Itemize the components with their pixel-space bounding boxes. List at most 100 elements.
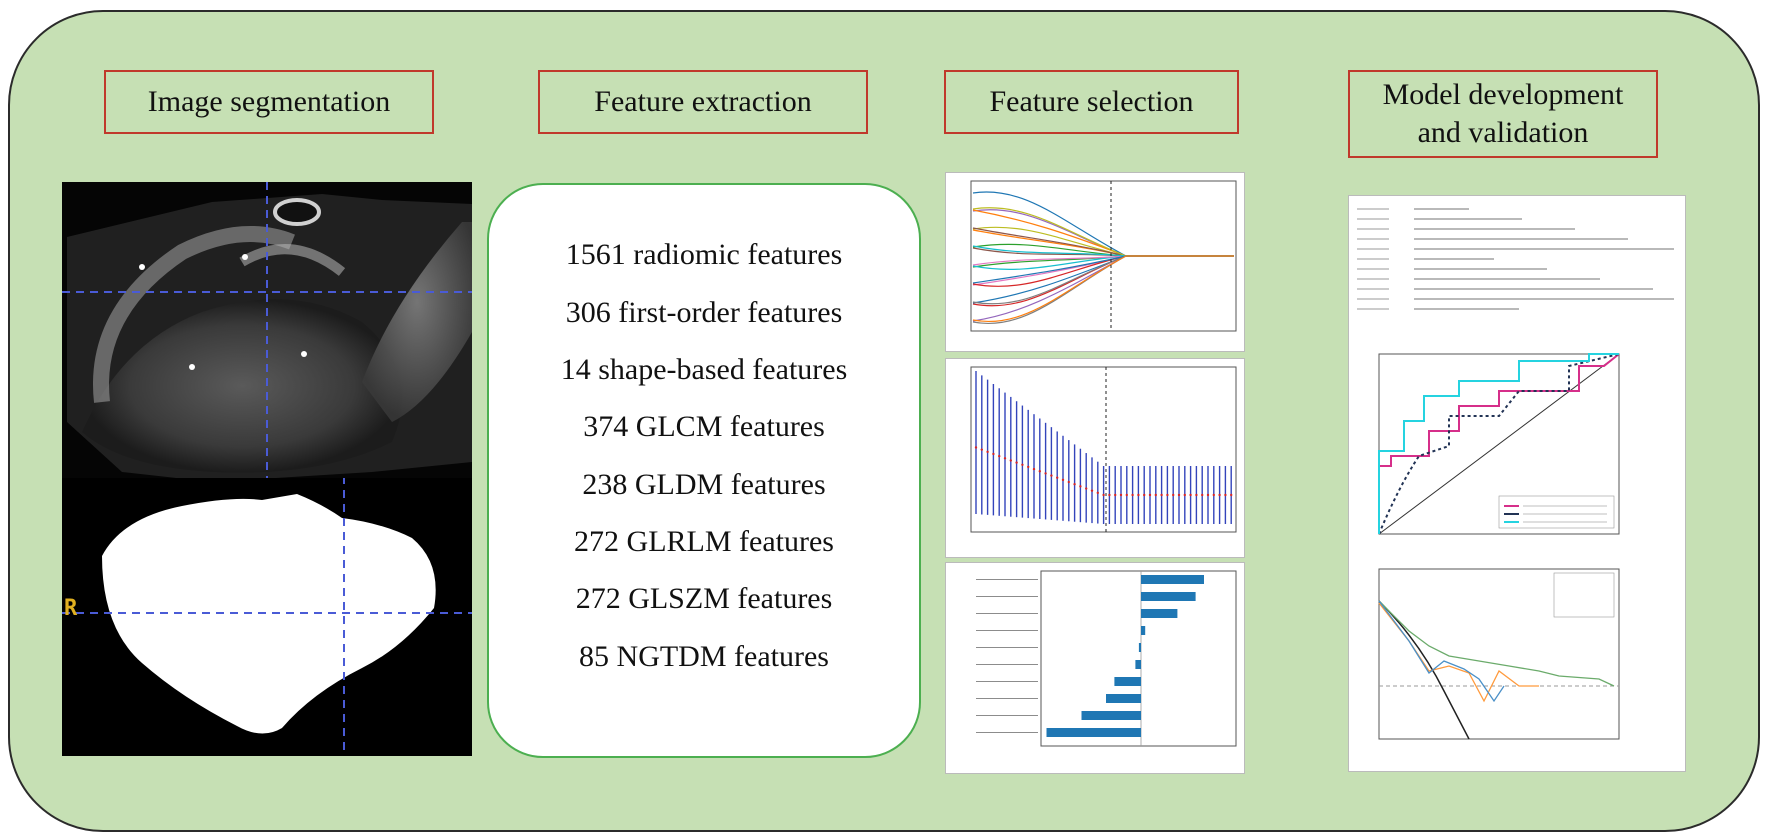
cv-mean-point — [1230, 493, 1233, 497]
cv-mean-point — [1096, 491, 1099, 495]
coef-bar — [1138, 643, 1141, 652]
lasso-axes — [970, 180, 1237, 332]
feature-count-glcm: 374 GLCM features — [583, 410, 825, 443]
cv-mean-point — [1038, 470, 1041, 473]
cv-mean-point — [1119, 493, 1123, 497]
cv-mean-point — [1056, 476, 1059, 479]
cv-mean-point — [1183, 493, 1186, 497]
cv-mean-point — [1143, 493, 1146, 497]
cv-mean-point — [1125, 493, 1128, 497]
cv-mean-point — [1021, 463, 1024, 466]
mask-r-marker: R — [64, 596, 78, 621]
cv-mean-point — [1073, 483, 1076, 486]
coef-bar — [1141, 626, 1146, 635]
feature-count-ngtdm: 85 NGTDM features — [579, 640, 829, 673]
lasso-path-thumbnail — [945, 172, 1245, 352]
cv-mean-point — [1189, 493, 1192, 497]
coef-bar — [1046, 728, 1141, 737]
lasso-path-line — [972, 255, 1234, 305]
roc-legend — [1498, 495, 1615, 529]
cv-mean-point — [986, 450, 989, 454]
coef-bar — [1141, 592, 1196, 601]
cv-mean-point — [1172, 493, 1175, 497]
cv-mean-point — [1009, 459, 1012, 462]
lasso-path-line — [972, 209, 1234, 257]
cv-error-thumbnail — [945, 358, 1245, 558]
dca-curve-combined — [1378, 600, 1505, 703]
cv-mean-point — [1085, 487, 1088, 490]
roc-curve-clinical — [1378, 353, 1620, 534]
cv-mean-point — [1090, 489, 1094, 492]
cv-mean-point — [1131, 493, 1134, 497]
lasso-path-line — [972, 209, 1234, 257]
cv-mean-point — [1201, 493, 1204, 497]
cv-mean-point — [1050, 474, 1053, 477]
cv-mean-point — [1044, 472, 1047, 475]
coef-bar — [1141, 575, 1204, 584]
lasso-path-line — [972, 227, 1234, 257]
lasso-path-line — [972, 245, 1234, 257]
feature-count-radiomic: 1561 radiomic features — [565, 238, 843, 271]
segmentation-mask: R — [62, 478, 472, 756]
cv-mean-point — [1154, 493, 1157, 497]
lasso-path-line — [972, 255, 1234, 266]
lasso-path-line — [972, 255, 1234, 284]
feature-count-first-order: 306 first-order features — [565, 296, 843, 329]
header-image-segmentation-text: Image segmentation — [147, 85, 391, 118]
cv-mean-point — [1003, 457, 1007, 460]
cv-mean-point — [1177, 493, 1181, 497]
model-figure-column — [1348, 195, 1686, 772]
cv-mean-point — [1015, 461, 1018, 464]
cv-mean-point — [1108, 493, 1111, 497]
cv-mean-point — [980, 448, 983, 451]
header-image-segmentation: Image segmentation — [104, 70, 434, 134]
cv-mean-point — [1212, 493, 1215, 497]
cv-mean-point — [992, 452, 995, 456]
cv-mean-point — [974, 446, 978, 449]
coefficient-thumbnail — [945, 562, 1245, 774]
roc-axes — [1378, 353, 1620, 535]
cv-mean-point — [1224, 493, 1227, 497]
lasso-path-line — [972, 255, 1234, 307]
header-feature-extraction-text: Feature extraction — [594, 85, 812, 118]
header-feature-selection: Feature selection — [944, 70, 1239, 134]
cv-axes — [970, 366, 1237, 533]
feature-count-gldm: 238 GLDM features — [582, 468, 826, 501]
header-feature-extraction: Feature extraction — [538, 70, 868, 134]
coef-bar — [1114, 677, 1141, 686]
cv-mean-point — [1102, 493, 1105, 497]
lasso-path-line — [972, 207, 1234, 257]
cv-mean-point — [1166, 493, 1169, 497]
cv-mean-point — [1079, 485, 1082, 488]
lasso-path-line — [972, 255, 1234, 322]
header-feature-selection-text: Feature selection — [989, 85, 1194, 118]
cv-mean-point — [1195, 493, 1198, 497]
cv-mean-point — [1218, 493, 1221, 497]
dca-treat-all — [1378, 600, 1470, 740]
header-model-line1: Model development — [1382, 78, 1624, 111]
cv-mean-point — [1114, 493, 1117, 497]
coef-bar — [1081, 711, 1141, 720]
coef-bar — [1106, 694, 1141, 703]
dca-axes — [1378, 568, 1620, 740]
feature-count-glszm: 272 GLSZM features — [575, 582, 833, 615]
cv-mean-point — [1027, 465, 1030, 469]
coef-bar — [1135, 660, 1141, 669]
cv-mean-point — [1067, 480, 1070, 484]
header-model-development: Model development and validation — [1348, 70, 1658, 158]
cv-mean-point — [1148, 493, 1152, 497]
cv-mean-point — [1160, 493, 1163, 497]
cv-mean-point — [1137, 493, 1140, 497]
feature-count-shape: 14 shape-based features — [560, 353, 848, 386]
dca-curve-clinical — [1378, 600, 1615, 687]
feature-count-glrlm: 272 GLRLM features — [574, 525, 834, 558]
coef-axes — [1040, 570, 1237, 747]
feature-list-box: 1561 radiomic features 306 first-order f… — [487, 183, 921, 758]
header-model-line2: and validation — [1417, 116, 1589, 149]
dca-legend — [1553, 572, 1615, 618]
roc-curve-combined — [1378, 353, 1619, 534]
cv-mean-point — [998, 454, 1001, 458]
cv-mean-point — [1032, 467, 1036, 471]
coef-bar — [1141, 609, 1178, 618]
